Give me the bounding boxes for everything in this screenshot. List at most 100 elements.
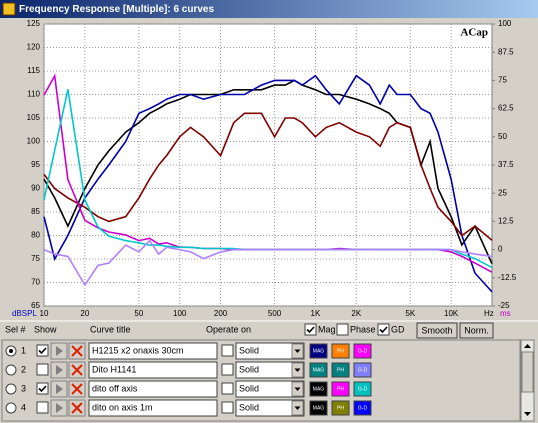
show-checkbox[interactable] bbox=[36, 344, 49, 357]
curve-color-button[interactable] bbox=[309, 381, 328, 397]
show-checkbox[interactable] bbox=[36, 363, 49, 376]
curve-color-label: G-D bbox=[358, 367, 368, 373]
curve-color-label: G-D bbox=[358, 405, 368, 411]
title-input[interactable] bbox=[88, 361, 218, 379]
title-input[interactable] bbox=[88, 380, 218, 398]
y-tick-label: 110 bbox=[27, 90, 40, 99]
operate-checkbox[interactable] bbox=[221, 382, 234, 395]
delete-icon bbox=[71, 402, 83, 414]
x-tick-label: 500 bbox=[268, 309, 282, 318]
select-radio-dot bbox=[9, 349, 13, 353]
app-icon bbox=[2, 2, 16, 16]
toggle-checkbox[interactable] bbox=[336, 323, 349, 336]
select-radio[interactable] bbox=[5, 364, 17, 376]
delete-icon bbox=[71, 345, 83, 357]
curve-color-button[interactable] bbox=[331, 343, 350, 359]
show-checkbox[interactable] bbox=[36, 401, 49, 414]
y-tick-label: 120 bbox=[27, 43, 41, 52]
title-bar bbox=[0, 0, 538, 18]
x-tick-label: 1K bbox=[311, 309, 321, 318]
y-tick-label: 65 bbox=[31, 301, 40, 310]
row-number: 3 bbox=[21, 383, 26, 393]
operate-checkbox[interactable] bbox=[221, 401, 234, 414]
operate-checkbox[interactable] bbox=[221, 363, 234, 376]
show-checkbox[interactable] bbox=[36, 382, 49, 395]
curve-color-button[interactable] bbox=[309, 400, 328, 416]
select-radio[interactable] bbox=[5, 383, 17, 395]
curve-color-label: G-D bbox=[358, 348, 368, 354]
curve-color-button[interactable] bbox=[331, 400, 350, 416]
y2-tick-label: -12.5 bbox=[498, 273, 517, 282]
scroll-down[interactable] bbox=[524, 412, 531, 416]
select-arrow bbox=[294, 349, 301, 353]
curve-title: Dito H1141 bbox=[92, 364, 136, 374]
play-icon bbox=[56, 365, 63, 375]
curve-color-button[interactable] bbox=[331, 362, 350, 378]
y2-tick-label: 12.5 bbox=[498, 217, 514, 226]
select-radio[interactable] bbox=[5, 402, 17, 414]
play-icon bbox=[56, 403, 63, 413]
style-select[interactable] bbox=[235, 399, 305, 417]
select-arrow bbox=[294, 387, 301, 391]
y-tick-label: 95 bbox=[31, 160, 40, 169]
curve-color-button[interactable] bbox=[353, 362, 372, 378]
header-sel: Sel # bbox=[5, 324, 26, 334]
title-input[interactable] bbox=[88, 342, 218, 360]
row-number: 1 bbox=[21, 345, 26, 355]
toggle-checkbox[interactable] bbox=[377, 323, 390, 336]
x-tick-label: 100 bbox=[173, 309, 187, 318]
curve bbox=[43, 239, 493, 287]
y2-tick-label: 50 bbox=[498, 132, 507, 141]
curve bbox=[43, 112, 493, 241]
delete-icon bbox=[71, 364, 83, 376]
style-select[interactable] bbox=[235, 380, 305, 398]
curve-color-label: PH bbox=[337, 405, 344, 411]
curve-color-label: PH bbox=[337, 348, 344, 354]
x-tick-label: 10 bbox=[40, 309, 49, 318]
toggle-checkbox-check bbox=[306, 326, 315, 334]
panel-button-label: Norm. bbox=[464, 325, 489, 335]
y2-tick-label: 0 bbox=[498, 245, 503, 254]
operate-checkbox[interactable] bbox=[221, 344, 234, 357]
delete-icon bbox=[71, 383, 83, 395]
y2-tick-label: 25 bbox=[498, 188, 507, 197]
curve-title: dito off axis bbox=[92, 383, 138, 393]
title-input[interactable] bbox=[88, 399, 218, 417]
x-tick-label: 5K bbox=[405, 309, 415, 318]
y-tick-label: 105 bbox=[27, 113, 41, 122]
scroll-thumb[interactable] bbox=[521, 351, 534, 393]
play-icon bbox=[56, 346, 63, 356]
style-value: Solid bbox=[239, 364, 259, 374]
y-tick-label: 125 bbox=[27, 19, 41, 28]
curve-color-button[interactable] bbox=[353, 400, 372, 416]
curve-color-button[interactable] bbox=[331, 381, 350, 397]
header-operate: Operate on bbox=[206, 324, 251, 334]
curve-color-button[interactable] bbox=[309, 343, 328, 359]
panel-button[interactable] bbox=[416, 322, 458, 339]
toggle-checkbox[interactable] bbox=[304, 323, 317, 336]
style-value: Solid bbox=[239, 345, 259, 355]
style-select[interactable] bbox=[235, 342, 305, 360]
curve-color-label: PH bbox=[337, 367, 344, 373]
y-tick-label: 75 bbox=[31, 254, 40, 263]
curve-color-button[interactable] bbox=[309, 362, 328, 378]
curve-color-button[interactable] bbox=[353, 381, 372, 397]
style-value: Solid bbox=[239, 383, 259, 393]
header-show: Show bbox=[34, 324, 57, 334]
play-icon bbox=[56, 384, 63, 394]
panel-button[interactable] bbox=[459, 322, 494, 339]
y-tick-label: 115 bbox=[27, 66, 40, 75]
curve-color-label: MAG bbox=[313, 367, 325, 373]
y2-tick-label: 37.5 bbox=[498, 160, 514, 169]
x-tick-label: 10K bbox=[444, 309, 459, 318]
select-arrow bbox=[294, 368, 301, 372]
x-tick-label: 200 bbox=[214, 309, 228, 318]
y2-tick-label: 87.5 bbox=[498, 47, 514, 56]
y-tick-label: 100 bbox=[27, 137, 41, 146]
x-axis-label: Hz bbox=[484, 309, 494, 318]
curve-color-label: PH bbox=[337, 386, 344, 392]
curve-color-button[interactable] bbox=[353, 343, 372, 359]
style-select[interactable] bbox=[235, 361, 305, 379]
scroll-up[interactable] bbox=[524, 344, 531, 348]
